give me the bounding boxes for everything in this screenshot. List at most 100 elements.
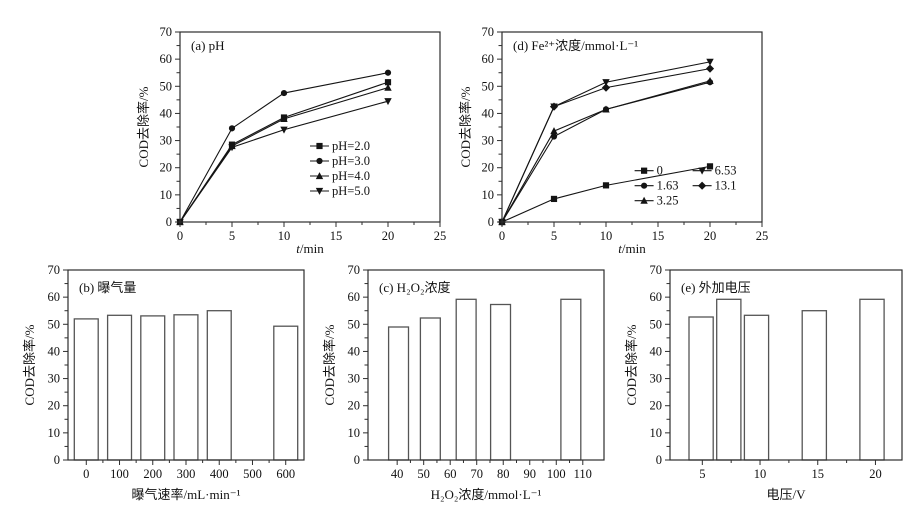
label: 50 xyxy=(48,317,61,331)
label: 0 xyxy=(354,453,360,467)
bar xyxy=(106,314,133,461)
label: pH=5.0 xyxy=(332,184,370,198)
label: 40 xyxy=(48,344,61,358)
axis-ticks xyxy=(665,269,876,465)
label: 5 xyxy=(699,467,705,481)
label: t/min xyxy=(296,241,324,256)
label: 70 xyxy=(348,263,361,277)
label: 60 xyxy=(48,290,61,304)
legend: pH=2.0pH=3.0pH=4.0pH=5.0 xyxy=(310,139,370,198)
label: H₂O₂浓度/mmol·L⁻¹ xyxy=(431,487,542,502)
label: 10 xyxy=(754,467,767,481)
label: 600 xyxy=(276,467,295,481)
label: pH=4.0 xyxy=(332,169,370,183)
label: 20 xyxy=(348,399,361,413)
chart-b-svg: 0 100 200 300 400 500 600 0 10 20 30 40 50 60 70 (b) 曝气… xyxy=(22,263,305,502)
bar xyxy=(716,298,742,461)
label: 20 xyxy=(482,161,495,175)
label: 40 xyxy=(348,344,361,358)
line-chart-d-fe2-concentration: 0 1.63 3.25 6.53 13.1 0 5 10 15 20 25 0 10 20 30 40 50 60… xyxy=(456,6,778,258)
label: 60 xyxy=(482,52,495,66)
label: 300 xyxy=(177,467,196,481)
label: 400 xyxy=(210,467,229,481)
label: 90 xyxy=(524,467,537,481)
label: (a) pH xyxy=(191,38,225,53)
y-axis-label: COD去除率/% xyxy=(322,324,337,405)
label: 70 xyxy=(160,25,173,39)
label: 40 xyxy=(650,344,663,358)
label: 0 xyxy=(177,229,183,243)
label: 5 xyxy=(551,229,557,243)
bar xyxy=(140,315,166,461)
label: pH=3.0 xyxy=(332,154,370,168)
label: (e) 外加电压 xyxy=(681,280,751,295)
y-axis-label: COD去除率/% xyxy=(136,86,151,167)
label: 13.1 xyxy=(715,179,737,193)
label: (b) 曝气量 xyxy=(79,280,136,295)
bar-chart-c-h2o2-concentration: 40 50 60 70 80 90 100 110 0 10 20 30 40 50 60 70 (c) H₂O… xyxy=(320,260,616,512)
bar-chart-b-aeration-rate: 0 100 200 300 400 500 600 0 10 20 30 40 50 60 70 (b) 曝气… xyxy=(20,260,316,512)
label: 30 xyxy=(482,134,495,148)
label: 50 xyxy=(650,317,663,331)
bar xyxy=(173,314,199,461)
label: 15 xyxy=(811,467,824,481)
series-1.63 xyxy=(498,79,714,226)
label: 70 xyxy=(482,25,495,39)
label: 500 xyxy=(243,467,262,481)
label: 10 xyxy=(600,229,613,243)
axis-ticks xyxy=(497,31,763,227)
plot-box xyxy=(179,31,441,223)
y-axis-label: COD去除率/% xyxy=(22,324,37,405)
label: 15 xyxy=(330,229,343,243)
chart-text: 0 100 200 300 400 500 600 0 10 20 30 40 50 60 70 (b) 曝气… xyxy=(22,263,295,502)
bar xyxy=(743,314,770,461)
label: 70 xyxy=(650,263,663,277)
label: (d) Fe²⁺浓度/mmol·L⁻¹ xyxy=(513,38,638,53)
label: 3.25 xyxy=(657,194,679,208)
series-3.25 xyxy=(498,76,714,226)
label: 70 xyxy=(48,263,61,277)
label: (c) H₂O₂浓度 xyxy=(379,280,451,295)
bar-chart-e-applied-voltage: 5 10 15 20 0 10 20 30 40 50 60 70 (e) 外加电压 电压/V COD去除率… xyxy=(622,260,914,512)
label: 10 xyxy=(348,426,361,440)
label: 30 xyxy=(348,372,361,386)
label: 电压/V xyxy=(766,487,806,502)
label: pH=2.0 xyxy=(332,139,370,153)
label: 25 xyxy=(756,229,769,243)
label: 60 xyxy=(348,290,361,304)
bar xyxy=(419,317,441,461)
label: 10 xyxy=(48,426,61,440)
label: 50 xyxy=(348,317,361,331)
label: 20 xyxy=(382,229,395,243)
bar xyxy=(859,298,885,461)
chart-a-svg: pH=2.0pH=3.0pH=4.0pH=5.0 0 5 10 15 20 25 0 10 20 3… xyxy=(136,25,446,256)
label: 50 xyxy=(417,467,430,481)
label: 60 xyxy=(650,290,663,304)
axis-ticks xyxy=(63,269,287,465)
bar xyxy=(560,298,582,461)
label: 40 xyxy=(160,106,173,120)
label: 20 xyxy=(650,399,663,413)
label: 0 xyxy=(499,229,505,243)
bar xyxy=(688,316,714,461)
bar xyxy=(801,310,828,461)
chart-text: 0 5 10 15 20 25 0 10 20 30 40 50 60 70 (a) pH t/min COD去… xyxy=(136,25,446,256)
label: 0 xyxy=(488,215,494,229)
label: 0 xyxy=(83,467,89,481)
label: 25 xyxy=(434,229,447,243)
plot-box xyxy=(501,31,763,223)
label: 5 xyxy=(229,229,235,243)
axis-ticks xyxy=(175,31,441,227)
chart-text: 40 50 60 70 80 90 100 110 0 10 20 30 40 50 60 70 (c) H₂O… xyxy=(322,263,592,502)
axis-ticks xyxy=(363,269,584,465)
line-chart-a-ph: pH=2.0 pH=3.0 pH=4.0 pH=5.0 0 5 10 15 20 25 0 10 20 3… xyxy=(134,6,456,258)
bar xyxy=(387,326,410,461)
label: 60 xyxy=(444,467,457,481)
bar xyxy=(489,303,512,461)
label: 0 xyxy=(166,215,172,229)
y-axis-label: COD去除率/% xyxy=(624,324,639,405)
label: 110 xyxy=(574,467,592,481)
label: 10 xyxy=(160,188,173,202)
